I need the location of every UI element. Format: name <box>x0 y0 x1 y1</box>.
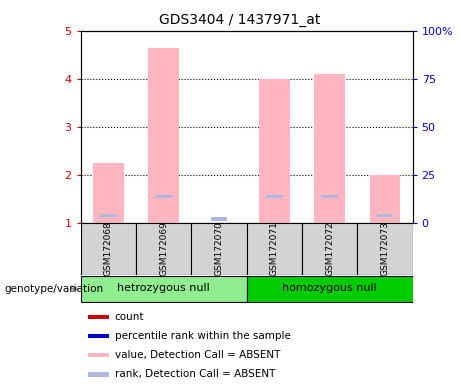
Bar <box>155 195 172 198</box>
Bar <box>247 223 302 275</box>
Bar <box>370 175 400 223</box>
Bar <box>93 163 124 223</box>
Text: GSM172073: GSM172073 <box>380 221 390 276</box>
Bar <box>302 223 357 275</box>
Bar <box>88 315 109 319</box>
Bar <box>321 195 338 198</box>
Bar <box>81 276 247 302</box>
Text: GSM172068: GSM172068 <box>104 221 113 276</box>
Text: count: count <box>115 312 144 322</box>
Text: genotype/variation: genotype/variation <box>5 284 104 294</box>
Bar <box>357 223 413 275</box>
Text: GSM172069: GSM172069 <box>159 221 168 276</box>
Text: GSM172072: GSM172072 <box>325 221 334 276</box>
Bar <box>148 48 179 223</box>
Text: rank, Detection Call = ABSENT: rank, Detection Call = ABSENT <box>115 369 275 379</box>
Bar <box>266 195 283 198</box>
Text: GSM172071: GSM172071 <box>270 221 279 276</box>
Bar <box>377 214 393 217</box>
Bar <box>88 353 109 357</box>
Text: GSM172070: GSM172070 <box>214 221 224 276</box>
Text: hetrozygous null: hetrozygous null <box>117 283 210 293</box>
Text: GDS3404 / 1437971_at: GDS3404 / 1437971_at <box>159 13 320 27</box>
Bar <box>191 223 247 275</box>
Bar <box>100 214 117 217</box>
Text: percentile rank within the sample: percentile rank within the sample <box>115 331 290 341</box>
Bar <box>81 223 136 275</box>
Bar <box>259 79 290 223</box>
Text: homozygous null: homozygous null <box>282 283 377 293</box>
Bar <box>88 334 109 338</box>
Bar <box>136 223 191 275</box>
Bar <box>211 217 227 220</box>
Bar <box>88 372 109 376</box>
Bar <box>247 276 413 302</box>
Bar <box>314 74 345 223</box>
Text: value, Detection Call = ABSENT: value, Detection Call = ABSENT <box>115 350 280 360</box>
